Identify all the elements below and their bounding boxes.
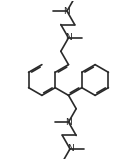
Text: N: N — [65, 33, 72, 42]
Text: N: N — [64, 7, 70, 16]
Text: N: N — [65, 118, 72, 127]
Text: N: N — [67, 144, 73, 153]
